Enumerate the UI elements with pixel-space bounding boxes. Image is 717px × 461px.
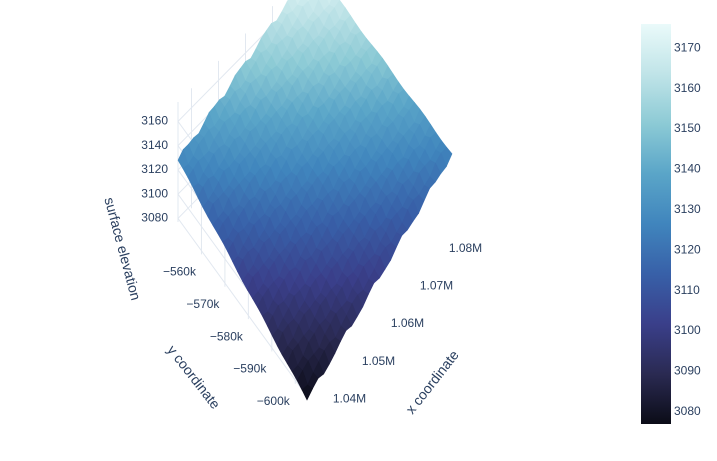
colorbar-tick-label-5: 3130	[674, 202, 701, 216]
x-tick-label-3: 1.07M	[420, 279, 453, 293]
colorbar-tick-label-0: 3080	[674, 404, 701, 418]
colorbar-tick-label-3: 3110	[674, 283, 700, 297]
x-axis-title: x coordinate	[402, 347, 462, 417]
y-tick-label-0: −560k	[163, 265, 197, 279]
x-tick-label-2: 1.06M	[391, 316, 424, 330]
colorbar-tick-label-6: 3140	[674, 162, 701, 176]
colorbar-tick-label-2: 3100	[674, 323, 701, 337]
z-tick-label-1: 3100	[141, 186, 168, 200]
surface-cell[interactable]	[292, 0, 302, 6]
colorbar-tick-label-7: 3150	[674, 121, 701, 135]
y-tick-label-2: −580k	[210, 329, 244, 343]
surface-cell[interactable]	[324, 0, 335, 6]
x-tick-label-4: 1.08M	[449, 241, 482, 255]
z-tick-label-0: 3080	[141, 211, 168, 225]
z-axis-title: surface elevation	[101, 196, 144, 302]
colorbar-tick-label-8: 3160	[674, 81, 701, 95]
colorbar-gradient	[641, 24, 671, 424]
z-tick-label-3: 3140	[141, 138, 168, 152]
y-tick-label-1: −570k	[186, 297, 220, 311]
y-tick-label-4: −600k	[257, 394, 291, 408]
surface-mesh[interactable]	[177, 0, 453, 401]
colorbar-tick-label-9: 3170	[674, 40, 701, 54]
colorbar-tick-label-4: 3120	[674, 242, 701, 256]
colorbar-ticks: 3080 3090 3100 3110 3120 3130 3140 3150 3160 3170	[674, 40, 701, 418]
colorbar: 3080 3090 3100 3110 3120 3130 3140 3150 3160 3170	[641, 24, 701, 424]
x-tick-label-1: 1.05M	[362, 354, 395, 368]
y-tick-label-3: −590k	[233, 362, 267, 376]
surface-cell[interactable]	[301, 384, 313, 401]
colorbar-tick-label-1: 3090	[674, 364, 701, 378]
axis-ticks: 1.04M 1.05M 1.06M 1.07M 1.08M −560k −570k −580k…	[141, 114, 482, 408]
z-tick-label-4: 3160	[141, 114, 168, 128]
y-axis-title: y coordinate	[164, 342, 224, 412]
x-tick-label-0: 1.04M	[333, 391, 366, 405]
z-tick-label-2: 3120	[141, 162, 168, 176]
